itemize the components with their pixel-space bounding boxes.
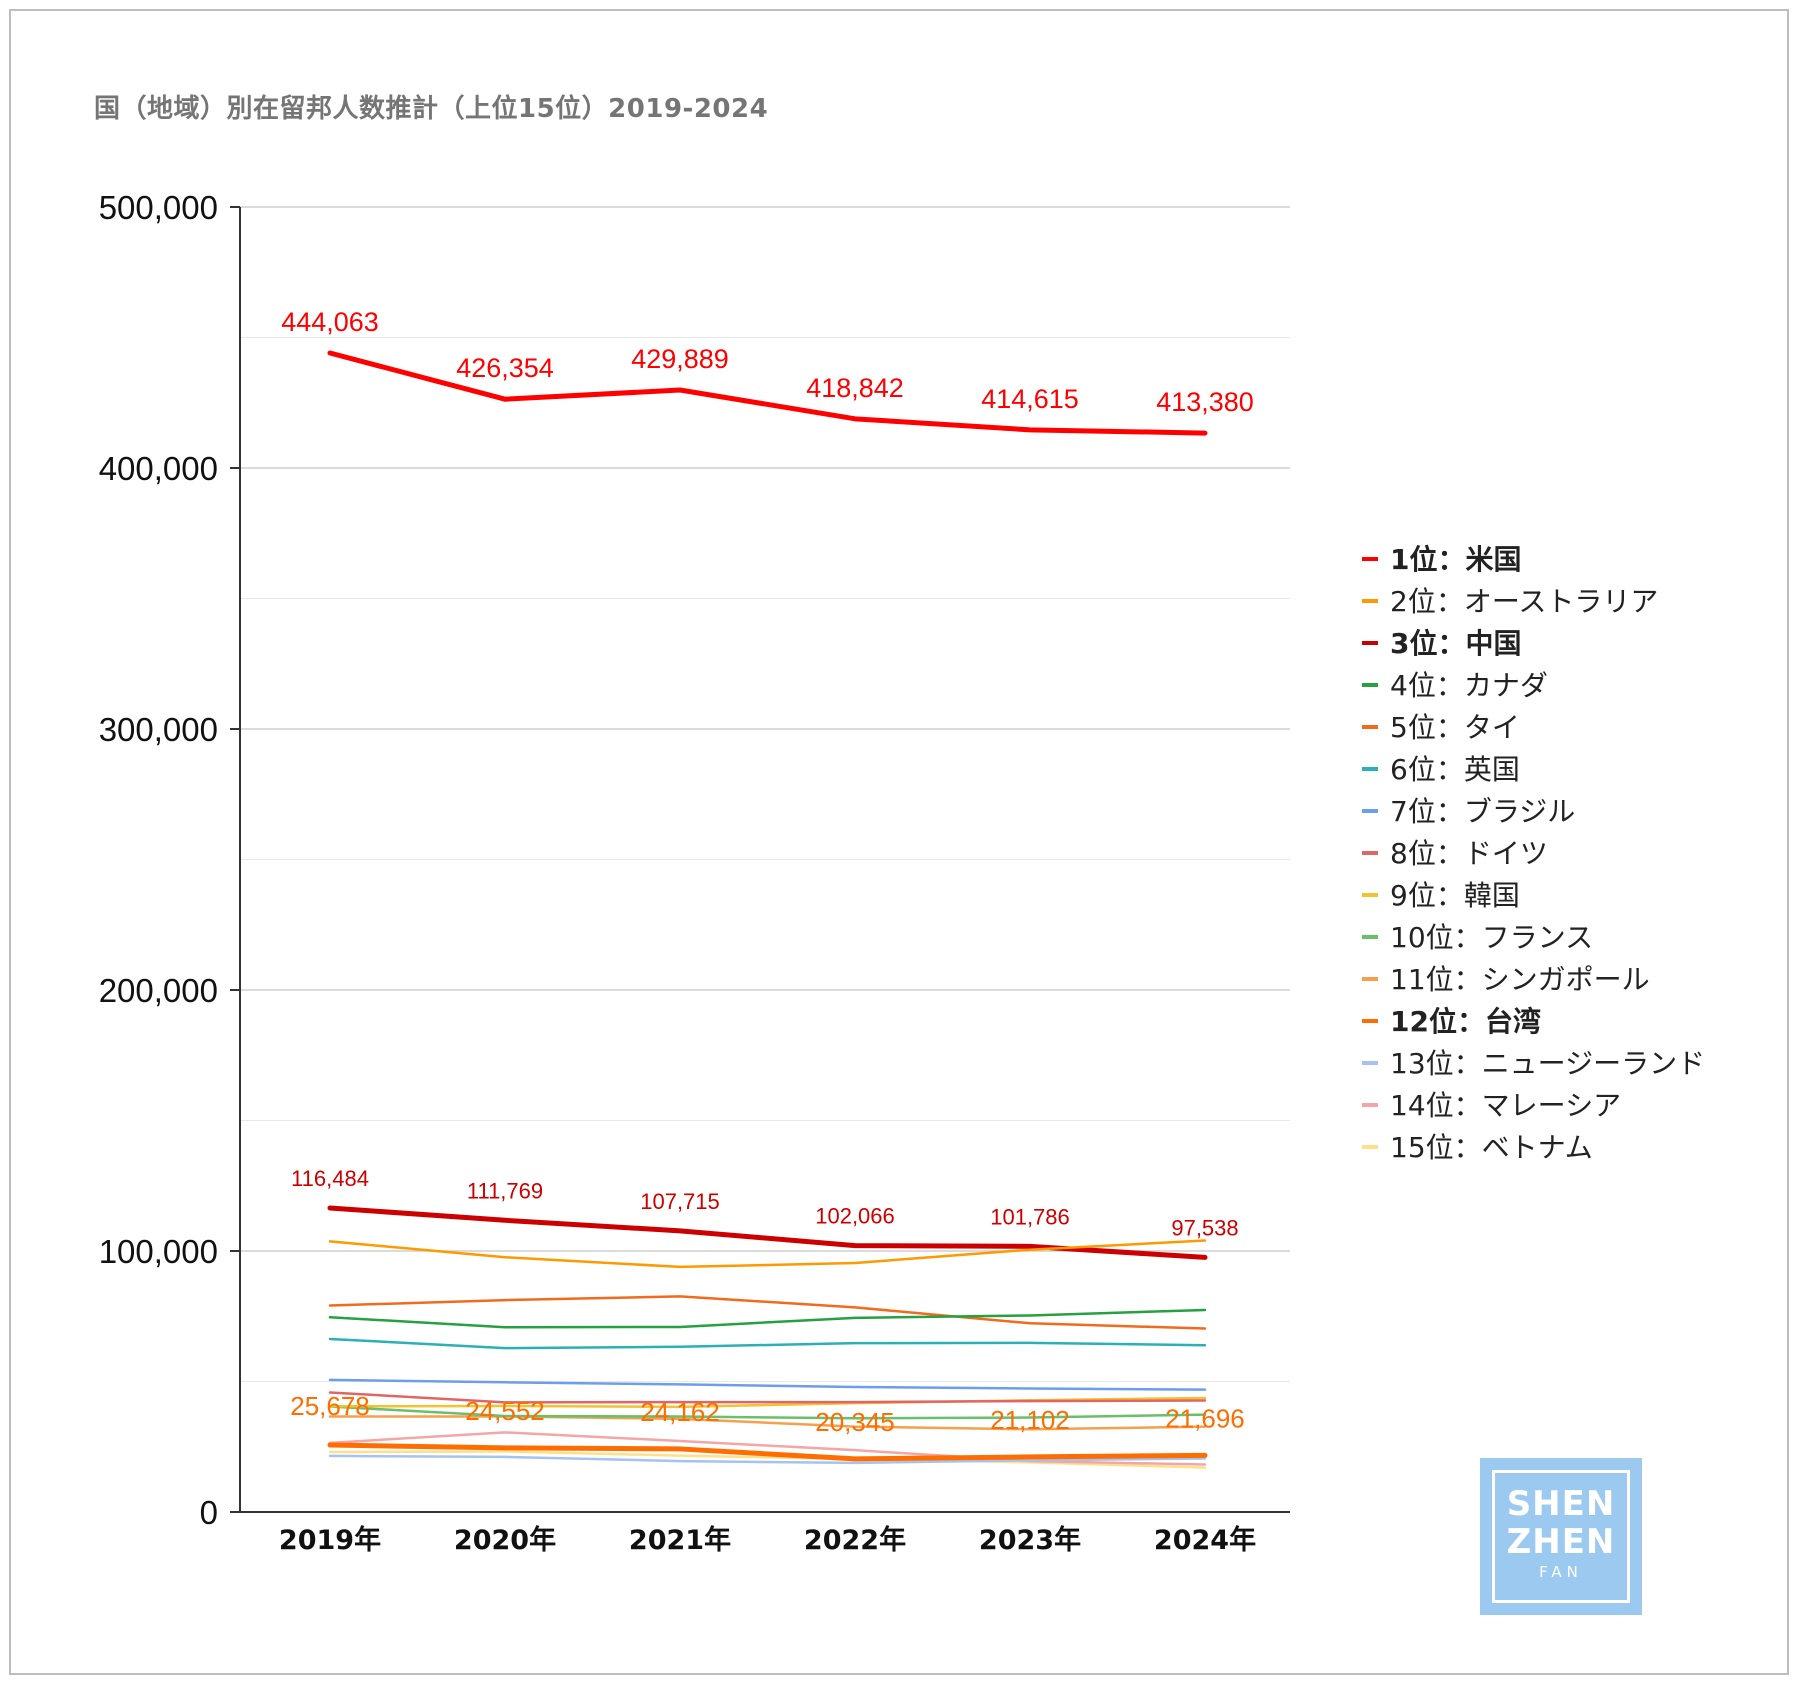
y-tick-label: 500,000	[99, 189, 218, 226]
legend-item: 1位：米国	[1390, 543, 1521, 576]
data-label: 107,715	[640, 1189, 720, 1214]
legend-item: 13位：ニュージーランド	[1390, 1047, 1705, 1080]
x-tick-label: 2019年	[279, 1524, 381, 1556]
series-line	[328, 1308, 1207, 1329]
logo-line-1: SHEN	[1506, 1484, 1616, 1524]
logo-line-3: FAN	[1539, 1563, 1583, 1581]
series-line	[327, 350, 1208, 436]
series-line	[328, 1405, 1207, 1420]
legend-item: 8位：ドイツ	[1390, 837, 1548, 870]
shenzhen-fan-logo: SHEN ZHEN FAN	[1480, 1458, 1642, 1615]
x-tick-label: 2021年	[629, 1524, 731, 1556]
legend-item: 4位：カナダ	[1390, 669, 1548, 702]
x-tick-label: 2023年	[979, 1524, 1081, 1556]
series-line	[328, 1415, 1207, 1431]
series-line	[328, 1337, 1207, 1350]
data-label: 444,063	[281, 307, 379, 337]
data-label: 414,615	[981, 384, 1079, 414]
data-label: 20,345	[815, 1407, 895, 1437]
series-line	[328, 1431, 1207, 1466]
legend-item: 11位：シンガポール	[1390, 963, 1650, 996]
legend-item: 6位：英国	[1390, 753, 1520, 786]
legend-item: 15位：ベトナム	[1390, 1131, 1593, 1164]
series-lines	[327, 350, 1208, 1469]
legend-item: 2位：オーストラリア	[1390, 585, 1658, 618]
data-label: 418,842	[806, 373, 904, 403]
x-tick-label: 2024年	[1154, 1524, 1256, 1556]
data-label: 413,380	[1156, 387, 1254, 417]
axes: 0 100,000 200,000 300,000 400,000 500,000 2019…	[99, 189, 1290, 1556]
data-labels: 444,063 426,354 429,889 418,842 414,615 413,3…	[281, 307, 1254, 1437]
data-label: 21,102	[990, 1405, 1070, 1435]
legend-item: 14位：マレーシア	[1390, 1089, 1621, 1122]
data-label: 102,066	[815, 1204, 895, 1229]
data-label: 101,786	[990, 1204, 1070, 1229]
series-line	[328, 1454, 1207, 1465]
y-tick-label: 0	[200, 1494, 218, 1531]
legend-item: 7位：ブラジル	[1390, 795, 1575, 828]
grid-lines	[240, 206, 1290, 1382]
data-label: 24,552	[465, 1396, 545, 1426]
y-tick-label: 100,000	[99, 1233, 218, 1270]
series-line	[327, 1205, 1208, 1260]
legend-item: 5位：タイ	[1390, 711, 1520, 744]
series-line	[327, 1442, 1208, 1462]
logo-line-2: ZHEN	[1506, 1522, 1616, 1562]
data-label: 25,678	[290, 1391, 370, 1421]
legend: 1位：米国 2位：オーストラリア 3位：中国 4位：カナダ 5位：タイ 6位：英国 7位：ブ…	[1362, 543, 1705, 1164]
data-label: 97,538	[1171, 1215, 1238, 1240]
legend-item: 3位：中国	[1390, 627, 1521, 660]
chart-frame	[9, 9, 1789, 1675]
series-line	[328, 1391, 1207, 1404]
data-label: 426,354	[456, 353, 554, 383]
x-tick-label: 2020年	[454, 1524, 556, 1556]
data-label: 111,769	[467, 1178, 543, 1203]
data-label: 116,484	[291, 1166, 369, 1191]
series-line	[328, 1295, 1207, 1330]
x-tick-label: 2022年	[804, 1524, 906, 1556]
data-label: 429,889	[631, 344, 729, 374]
legend-item: 9位：韓国	[1390, 879, 1520, 912]
series-line	[328, 1450, 1207, 1469]
data-label: 21,696	[1165, 1403, 1245, 1433]
chart-title: 国（地域）別在留邦人数推計（上位15位）2019-2024	[94, 94, 769, 124]
series-line	[328, 1378, 1207, 1391]
y-tick-label: 300,000	[99, 711, 218, 748]
legend-item: 12位：台湾	[1390, 1005, 1541, 1038]
y-tick-label: 400,000	[99, 450, 218, 487]
data-label: 24,162	[640, 1397, 720, 1427]
series-line	[328, 1239, 1207, 1269]
legend-item: 10位：フランス	[1390, 921, 1593, 954]
y-tick-label: 200,000	[99, 972, 218, 1009]
